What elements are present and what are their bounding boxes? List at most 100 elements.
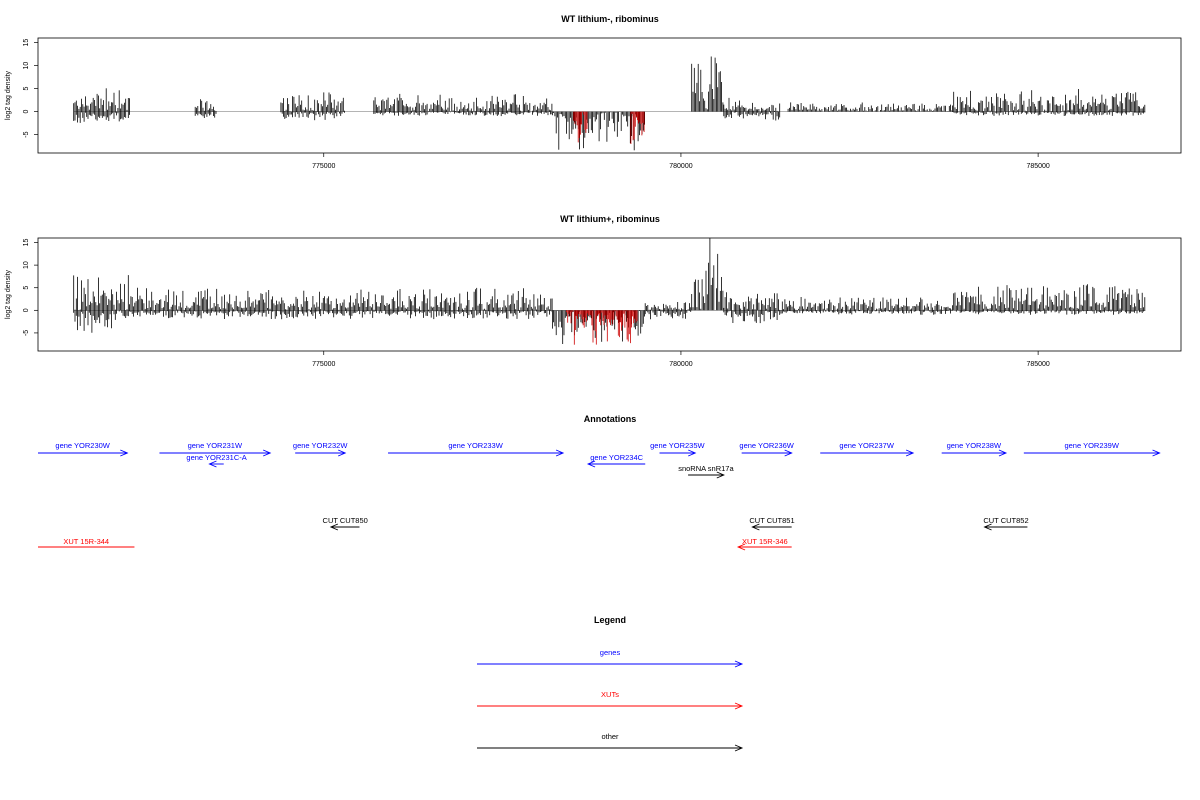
series-2: [566, 310, 638, 345]
series-2: [573, 111, 645, 144]
arrow-head-left: [736, 543, 746, 551]
legend-label: other: [601, 732, 619, 741]
feature-label: gene YOR239W: [1064, 441, 1119, 450]
arrow-head-left: [586, 460, 596, 468]
arrow-head-left: [329, 523, 339, 531]
feature-label: CUT CUT852: [983, 516, 1028, 525]
annotation-feature: gene YOR236W: [739, 441, 795, 457]
y-tick-label: 15: [23, 239, 30, 247]
arrow-head-right: [338, 449, 347, 457]
annotation-feature: snoRNA snR17a: [678, 464, 734, 479]
arrow-head-right: [716, 471, 725, 479]
panel-title: WT lithium+, ribominus: [560, 214, 660, 224]
density-region: [130, 287, 553, 320]
arrow-head-right: [734, 744, 744, 752]
density-region: [373, 93, 553, 117]
series-1: [73, 56, 1146, 151]
legend-title: Legend: [594, 615, 626, 625]
density-region: [566, 310, 638, 345]
annotations-track: Annotations gene YOR230W gene YOR231W gene …: [38, 414, 1161, 551]
density-region: [952, 89, 1146, 116]
y-tick-label: -5: [23, 131, 30, 137]
density-region: [952, 284, 1146, 315]
feature-label: gene YOR238W: [947, 441, 1002, 450]
annotation-feature: gene YOR231W: [159, 441, 272, 457]
legend-label: genes: [600, 648, 621, 657]
feature-label: gene YOR231C-A: [186, 453, 246, 462]
feature-label: gene YOR233W: [448, 441, 503, 450]
arrow-head-right: [905, 449, 915, 457]
annotation-feature: gene YOR235W: [650, 441, 706, 457]
density-region: [723, 292, 788, 324]
feature-label: CUT CUT850: [323, 516, 368, 525]
arrow-head-left: [208, 460, 217, 468]
annotation-feature: CUT CUT852: [983, 516, 1029, 531]
legend-item-XUTs: XUTs: [477, 690, 744, 710]
legend-item-other: other: [477, 732, 744, 752]
annotation-feature: CUT CUT851: [749, 516, 795, 531]
density-region: [280, 92, 346, 121]
arrow-head-right: [734, 660, 744, 668]
annotation-feature: gene YOR230W: [38, 441, 129, 457]
annotation-feature: gene YOR234C: [586, 453, 646, 468]
arrow-head-right: [1152, 449, 1161, 457]
feature-label: XUT 15R-346: [742, 537, 788, 546]
feature-label: XUT 15R-344: [63, 537, 109, 546]
density-region: [787, 297, 953, 315]
arrow-head-left: [983, 523, 992, 531]
annotation-feature: gene YOR233W: [388, 441, 565, 457]
density-region: [73, 88, 131, 123]
arrow-head-right: [784, 449, 793, 457]
x-tick-label: 775000: [312, 361, 335, 368]
density-region: [630, 111, 645, 144]
feature-label: CUT CUT851: [749, 516, 794, 525]
x-tick-label: 780000: [669, 163, 692, 170]
y-tick-label: -5: [23, 330, 30, 336]
legend-item-genes: genes: [477, 648, 744, 668]
plot-frame: [37, 237, 1182, 352]
annotations-title: Annotations: [584, 414, 637, 424]
y-tick-label: 5: [23, 87, 30, 91]
arrow-head-left: [751, 523, 760, 531]
feature-label: gene YOR231W: [188, 441, 243, 450]
arrow-head-right: [734, 702, 744, 710]
annotation-feature: XUT 15R-344: [38, 537, 135, 548]
density-panel-1: WT lithium-, ribominus log2 tag density -5…: [5, 14, 1182, 170]
annotation-feature: gene YOR239W: [1023, 441, 1161, 457]
arrow-head-right: [688, 449, 697, 457]
density-region: [644, 302, 692, 320]
y-tick-label: 0: [23, 308, 30, 312]
density-region: [787, 102, 953, 112]
y-tick-label: 10: [23, 261, 30, 269]
density-region: [194, 99, 217, 118]
density-region: [691, 56, 724, 112]
arrow-head-right: [262, 449, 272, 457]
y-tick-label: 0: [23, 110, 30, 114]
series-1: [73, 238, 1146, 344]
annotation-feature: gene YOR237W: [820, 441, 915, 457]
annotation-feature: CUT CUT850: [323, 516, 368, 531]
arrow-head-right: [555, 449, 565, 457]
feature-label: snoRNA snR17a: [678, 464, 734, 473]
feature-label: gene YOR232W: [293, 441, 348, 450]
panel-title: WT lithium-, ribominus: [561, 14, 659, 24]
x-tick-label: 785000: [1026, 163, 1049, 170]
annotation-feature: XUT 15R-346: [736, 537, 792, 551]
x-tick-label: 775000: [312, 163, 335, 170]
y-axis-label: log2 tag density: [5, 70, 12, 120]
y-tick-label: 15: [23, 39, 30, 47]
y-tick-label: 5: [23, 286, 30, 290]
density-region: [573, 111, 588, 143]
density-region: [73, 275, 131, 333]
arrow-head-right: [120, 449, 129, 457]
density-region: [691, 238, 724, 311]
legend-label: XUTs: [601, 690, 619, 699]
y-axis-label: log2 tag density: [5, 269, 12, 319]
feature-label: gene YOR230W: [55, 441, 110, 450]
density-region: [723, 97, 781, 121]
y-tick-label: 10: [23, 62, 30, 70]
arrow-head-right: [998, 449, 1008, 457]
annotation-feature: gene YOR238W: [941, 441, 1008, 457]
